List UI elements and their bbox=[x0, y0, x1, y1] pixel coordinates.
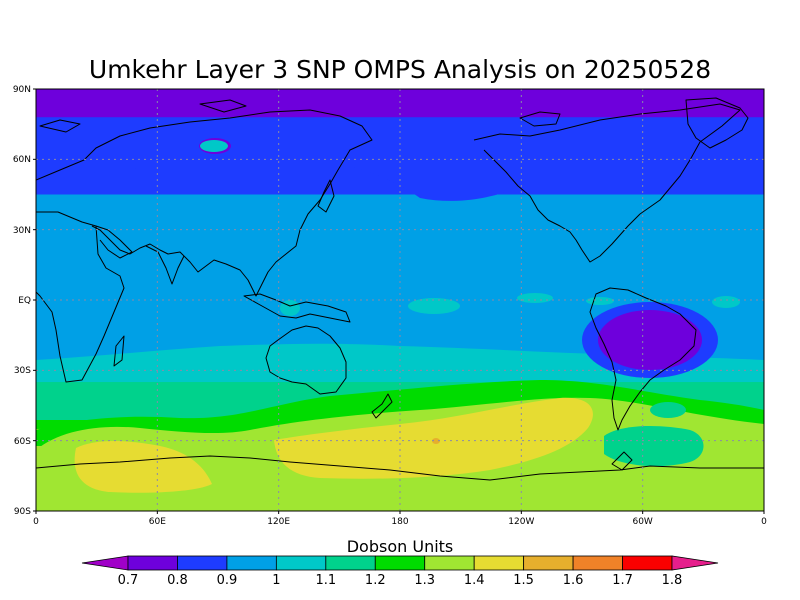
colorbar: 0.7 0.8 0.9 1 1.1 1.2 1.3 1.4 1.5 1.6 1.7 1.8 bbox=[81, 555, 719, 588]
coastline-antarctic-peninsula bbox=[611, 451, 633, 471]
colorbar-level-label: 1.1 bbox=[315, 573, 336, 588]
coastline-antarctica bbox=[36, 455, 764, 481]
colorbar-swatch bbox=[424, 555, 475, 571]
colorbar-level-label: 1.5 bbox=[513, 573, 534, 588]
colorbar-level-label: 1.2 bbox=[365, 573, 386, 588]
colorbar-level-label: 1.6 bbox=[563, 573, 584, 588]
coastline-arctic-islands bbox=[39, 99, 561, 133]
longitude-axis: 0 60E 120E 180 120W 60W 0 bbox=[33, 511, 767, 527]
latitude-axis: 90N 60N 30N EQ 30S 60S 90S bbox=[13, 85, 36, 517]
contour-region bbox=[280, 300, 300, 316]
coastline-australia bbox=[265, 325, 347, 395]
colorbar-level-label: 1.7 bbox=[612, 573, 633, 588]
contour-region bbox=[200, 140, 228, 152]
lon-label: 60E bbox=[149, 517, 166, 527]
coastline-eurasia bbox=[36, 109, 373, 297]
colorbar-level-label: 1.4 bbox=[464, 573, 485, 588]
contour-region bbox=[408, 298, 460, 314]
lon-label: 120W bbox=[508, 517, 534, 527]
graticule bbox=[36, 89, 764, 511]
contour-region bbox=[432, 438, 440, 444]
coastline-south-america bbox=[589, 287, 697, 431]
lat-label: EQ bbox=[18, 296, 31, 306]
lat-label: 30N bbox=[13, 226, 31, 236]
contour-region bbox=[650, 402, 686, 418]
lat-label: 30S bbox=[14, 366, 31, 376]
coastline-madagascar bbox=[113, 335, 125, 367]
colorbar-swatch bbox=[325, 555, 376, 571]
coastline-japan bbox=[317, 179, 335, 213]
lon-label: 60W bbox=[632, 517, 652, 527]
colorbar-level-label: 1 bbox=[272, 573, 280, 588]
coastline-africa bbox=[36, 211, 125, 383]
colorbar-swatch bbox=[226, 555, 277, 571]
colorbar-level-label: 0.8 bbox=[167, 573, 188, 588]
lat-label: 90S bbox=[14, 507, 31, 517]
coastline-layer bbox=[36, 97, 764, 481]
contour-region bbox=[74, 441, 212, 493]
colorbar-swatch bbox=[622, 555, 673, 571]
colorbar-swatch bbox=[127, 555, 178, 571]
contour-region bbox=[604, 426, 704, 467]
map-title: Umkehr Layer 3 SNP OMPS Analysis on 2025… bbox=[89, 55, 711, 84]
contour-region bbox=[598, 310, 702, 370]
colorbar-swatch bbox=[473, 555, 525, 571]
colorbar-swatch bbox=[572, 555, 623, 571]
colorbar-swatch bbox=[275, 555, 327, 571]
coastline-north-america bbox=[473, 103, 741, 263]
colorbar-level-label: 1.3 bbox=[414, 573, 435, 588]
contour-region bbox=[712, 296, 740, 308]
coastline-new-zealand bbox=[371, 393, 393, 419]
colorbar-high-arrow bbox=[671, 555, 719, 571]
lat-label: 60S bbox=[14, 437, 31, 447]
colorbar-swatch bbox=[374, 555, 426, 571]
coastline-india bbox=[145, 245, 185, 285]
lat-label: 60N bbox=[13, 155, 31, 165]
contour-region bbox=[36, 343, 764, 382]
contour-region bbox=[274, 397, 593, 479]
contour-region bbox=[586, 297, 614, 305]
lon-label: 180 bbox=[391, 517, 408, 527]
colorbar-level-label: 0.7 bbox=[118, 573, 139, 588]
colorbar-level-label: 1.8 bbox=[662, 573, 683, 588]
colorbar-level-label: 0.9 bbox=[217, 573, 238, 588]
coastline-greenland bbox=[685, 97, 749, 149]
colorbar-title: Dobson Units bbox=[347, 537, 454, 556]
lat-label: 90N bbox=[13, 85, 31, 95]
contour-region bbox=[517, 293, 553, 303]
map-panel bbox=[36, 89, 764, 511]
colorbar-swatch bbox=[177, 555, 228, 571]
colorbar-low-arrow bbox=[81, 555, 129, 571]
colorbar-swatch bbox=[523, 555, 574, 571]
contour-band bbox=[36, 89, 764, 118]
lon-label: 0 bbox=[33, 517, 39, 527]
lon-label: 120E bbox=[267, 517, 290, 527]
lon-label: 0 bbox=[761, 517, 767, 527]
